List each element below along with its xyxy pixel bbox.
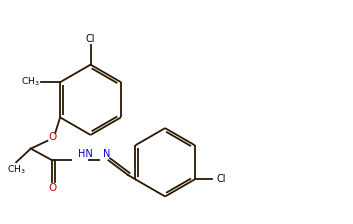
Text: CH$_3$: CH$_3$ bbox=[21, 76, 40, 88]
Text: Cl: Cl bbox=[86, 34, 95, 44]
Text: CH$_3$: CH$_3$ bbox=[7, 163, 25, 176]
Text: HN: HN bbox=[78, 149, 92, 159]
Text: O: O bbox=[48, 183, 56, 193]
Text: N: N bbox=[103, 149, 110, 159]
Text: O: O bbox=[48, 132, 56, 142]
Text: Cl: Cl bbox=[216, 174, 226, 184]
